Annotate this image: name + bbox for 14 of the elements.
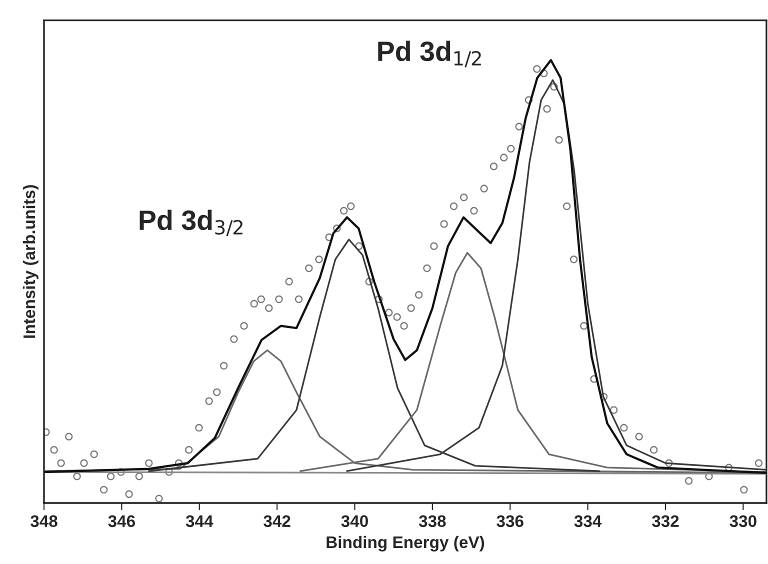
x-tick-label: 346 — [108, 515, 135, 528]
annotation: Pd 3d$_{3/2}$ — [140, 210, 242, 236]
y-axis-title: Intensity (arb.units) — [22, 185, 38, 338]
x-tick-label: 342 — [264, 515, 290, 528]
x-tick-label: 348 — [30, 515, 58, 528]
x-tick-label: 330 — [730, 515, 756, 528]
x-tick-label: 332 — [652, 515, 679, 528]
x-tick-label: 338 — [418, 515, 446, 528]
x-tick-label: 334 — [574, 515, 602, 528]
x-tick-label: 344 — [186, 515, 214, 528]
x-tick-label: 340 — [341, 515, 368, 528]
x-axis-title: Binding Energy (eV) — [326, 536, 484, 552]
annotation: Pd 3d$_{1/2}$ — [378, 40, 481, 68]
x-tick-label: 336 — [496, 515, 524, 528]
